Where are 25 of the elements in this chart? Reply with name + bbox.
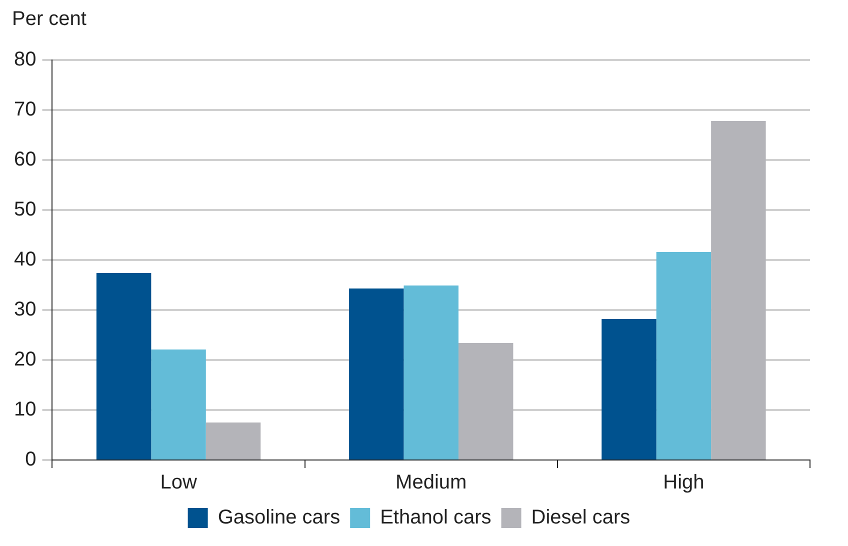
bar (404, 286, 458, 460)
legend-label: Ethanol cars (380, 506, 492, 529)
y-axis-title: Per cent (11, 8, 88, 32)
y-tick-label: 30 (14, 298, 36, 321)
bar (656, 252, 712, 460)
x-tick-label: Medium (396, 472, 467, 494)
bar (206, 422, 261, 460)
x-tick-label: High (663, 472, 704, 494)
y-tick-label: 70 (14, 98, 36, 121)
bar (458, 343, 514, 460)
y-tick-label: 60 (14, 148, 36, 171)
bar (151, 350, 206, 460)
bar (349, 288, 404, 460)
legend-label: Gasoline cars (218, 506, 340, 529)
y-tick-label: 0 (25, 448, 36, 471)
y-tick-label: 40 (14, 248, 36, 271)
y-tick-label: 20 (14, 348, 36, 371)
legend-label: Diesel cars (531, 506, 630, 529)
y-tick-label: 10 (14, 398, 36, 421)
x-tick-label: Low (160, 472, 198, 494)
y-tick-label: 50 (14, 198, 36, 221)
bar (96, 273, 152, 460)
bar (711, 121, 766, 460)
y-tick-label: 80 (14, 48, 36, 71)
bar (602, 319, 656, 460)
